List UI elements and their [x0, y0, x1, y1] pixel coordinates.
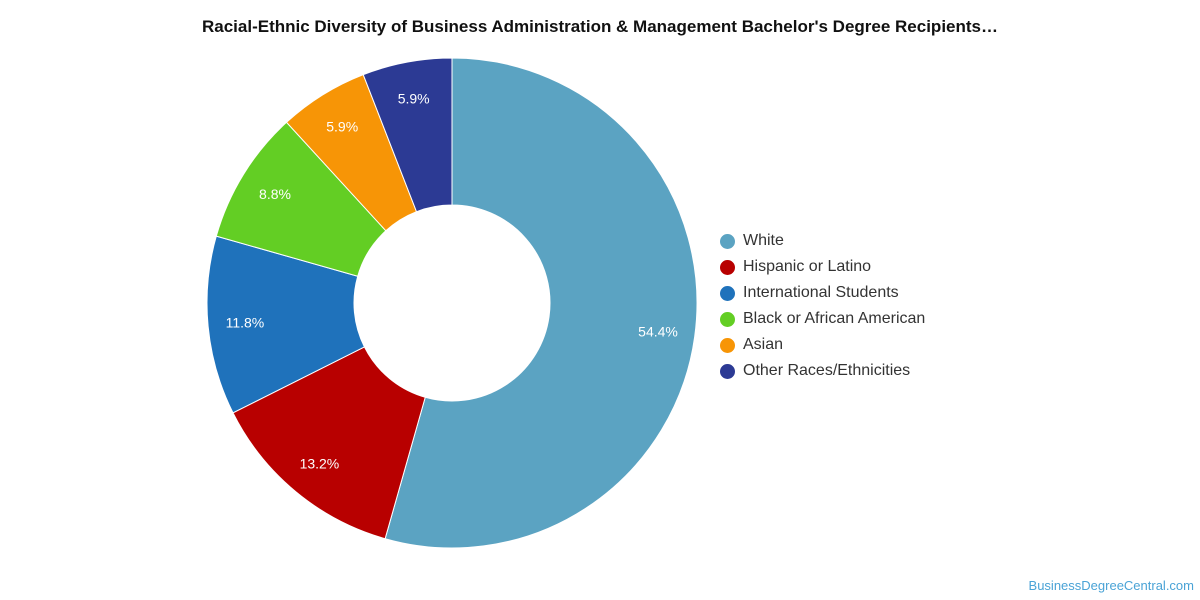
- slice-label-3: 8.8%: [259, 186, 291, 202]
- chart-title: Racial-Ethnic Diversity of Business Admi…: [201, 17, 998, 36]
- slice-label-0: 54.4%: [638, 324, 678, 340]
- legend-item-4[interactable]: Asian: [720, 332, 925, 358]
- legend-swatch-icon: [720, 311, 735, 327]
- slice-1: [232, 346, 426, 540]
- legend-item-3[interactable]: Black or African American: [720, 306, 925, 332]
- legend-swatch-icon: [720, 233, 735, 249]
- slice-label-2: 11.8%: [226, 315, 265, 331]
- slice-0: [384, 57, 698, 549]
- watermark-link[interactable]: BusinessDegreeCentral.com: [1028, 578, 1194, 593]
- slice-label-5: 5.9%: [398, 91, 430, 107]
- legend-label: Black or African American: [743, 310, 926, 327]
- slice-5: [362, 57, 453, 213]
- legend-swatch-icon: [720, 363, 735, 379]
- legend-item-0[interactable]: White: [720, 228, 925, 254]
- chart-legend: White Hispanic or Latino International Stu…: [720, 228, 925, 384]
- slice-2: [206, 235, 366, 414]
- legend-label: White: [743, 232, 784, 249]
- legend-swatch-icon: [720, 259, 735, 275]
- slice-label-1: 13.2%: [300, 455, 340, 471]
- legend-label: International Students: [743, 284, 899, 301]
- legend-item-5[interactable]: Other Races/Ethnicities: [720, 358, 925, 384]
- legend-swatch-icon: [720, 285, 735, 301]
- legend-swatch-icon: [720, 337, 735, 353]
- legend-item-1[interactable]: Hispanic or Latino: [720, 254, 925, 280]
- legend-label: Asian: [743, 336, 784, 353]
- legend-label: Other Races/Ethnicities: [743, 362, 911, 379]
- legend-item-2[interactable]: International Students: [720, 280, 925, 306]
- slice-label-4: 5.9%: [326, 118, 358, 134]
- legend-label: Hispanic or Latino: [743, 258, 872, 275]
